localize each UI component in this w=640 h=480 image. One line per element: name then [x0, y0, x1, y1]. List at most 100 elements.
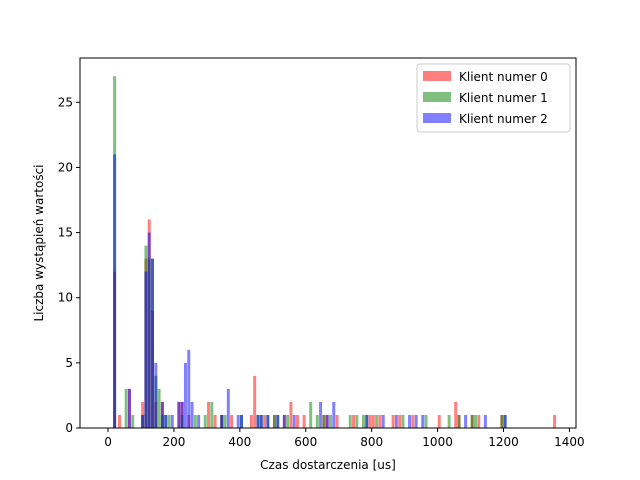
bar — [190, 401, 194, 428]
x-tick-label: 1200 — [488, 435, 519, 449]
bar — [167, 414, 171, 428]
bar — [322, 414, 326, 428]
bar — [118, 414, 122, 428]
bar — [355, 414, 359, 428]
y-tick-label: 0 — [65, 421, 73, 435]
bar — [282, 414, 286, 428]
bar — [401, 414, 405, 428]
bar — [414, 414, 418, 428]
bar — [151, 258, 154, 428]
bar — [193, 414, 197, 428]
bar — [197, 414, 201, 428]
legend-swatch — [423, 71, 451, 81]
y-tick-label: 5 — [65, 356, 73, 370]
x-tick-label: 800 — [360, 435, 383, 449]
legend-label: Klient numer 1 — [459, 91, 548, 105]
bar — [378, 414, 382, 428]
bar — [236, 414, 240, 428]
bar — [259, 414, 263, 428]
bar — [368, 414, 372, 428]
bar — [332, 401, 336, 428]
bar — [454, 401, 458, 428]
x-tick-label: 600 — [294, 435, 317, 449]
bar — [249, 414, 253, 428]
bar — [553, 414, 557, 428]
bar — [240, 414, 243, 428]
bar — [177, 401, 181, 428]
bar — [141, 414, 145, 428]
bar — [500, 414, 504, 428]
bar — [302, 414, 306, 428]
bar — [113, 154, 117, 428]
bar — [477, 414, 481, 428]
bar — [289, 401, 293, 428]
legend-label: Klient numer 2 — [459, 112, 548, 126]
bar — [352, 414, 356, 428]
x-tick-label: 1400 — [554, 435, 585, 449]
bar — [213, 414, 217, 428]
bar — [361, 414, 365, 428]
bar — [183, 362, 187, 428]
bar — [203, 414, 207, 428]
bar — [256, 414, 260, 428]
y-tick-label: 25 — [58, 95, 73, 109]
legend-label: Klient numer 0 — [459, 70, 548, 84]
bar — [286, 414, 290, 428]
bar — [408, 414, 412, 428]
y-axis-ticks: 0 5 10 15 20 25 — [58, 95, 80, 435]
bar — [348, 414, 352, 428]
bar — [266, 414, 270, 428]
bar — [335, 414, 339, 428]
bars-layer — [113, 76, 557, 428]
bar — [411, 414, 415, 428]
bar — [464, 414, 468, 428]
legend-swatch — [423, 113, 451, 123]
bar — [391, 414, 395, 428]
series-2 — [113, 154, 507, 428]
bar — [503, 414, 507, 428]
x-tick-label: 200 — [162, 435, 185, 449]
bar — [296, 414, 299, 428]
y-axis-label: Liczba wystąpień wartości — [32, 164, 46, 321]
bar — [154, 362, 158, 428]
legend: Klient numer 0 Klient numer 1 Klient numer… — [416, 63, 571, 133]
bar — [309, 401, 313, 428]
bar — [210, 401, 214, 428]
bar — [292, 414, 296, 428]
bar — [124, 388, 128, 428]
bar — [375, 414, 379, 428]
x-axis-label: Czas dostarczenia [us] — [260, 458, 396, 472]
bar — [127, 388, 131, 428]
bar — [319, 401, 323, 428]
bar — [421, 414, 425, 428]
legend-swatch — [423, 92, 451, 102]
bar — [437, 414, 441, 428]
bar — [230, 414, 234, 428]
bar — [315, 414, 319, 428]
bar — [226, 388, 230, 428]
bar — [424, 414, 428, 428]
bar — [272, 414, 276, 428]
bar — [187, 349, 191, 428]
bar — [131, 414, 135, 428]
bar — [325, 414, 329, 428]
series-0 — [113, 219, 557, 428]
bar — [483, 414, 487, 428]
bar — [276, 414, 280, 428]
y-tick-label: 15 — [58, 226, 73, 240]
bar — [470, 414, 474, 428]
bar — [164, 414, 168, 428]
y-tick-label: 10 — [58, 291, 73, 305]
bar — [365, 414, 369, 428]
bar — [381, 414, 385, 428]
bar — [398, 414, 402, 428]
x-tick-label: 1000 — [422, 435, 453, 449]
bar — [253, 375, 257, 428]
bar — [160, 401, 164, 428]
bar — [180, 401, 184, 428]
bar — [207, 401, 211, 428]
bar — [223, 414, 227, 428]
bar — [263, 414, 267, 428]
bar — [394, 414, 398, 428]
